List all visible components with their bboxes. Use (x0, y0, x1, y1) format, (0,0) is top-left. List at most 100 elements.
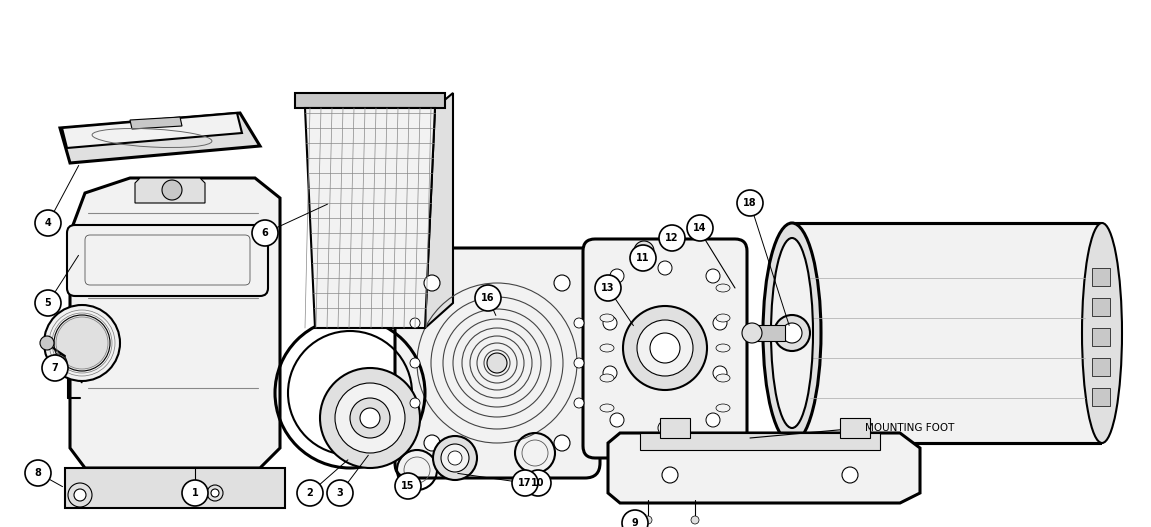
Ellipse shape (763, 223, 821, 443)
Text: 11: 11 (637, 253, 650, 263)
Circle shape (737, 190, 763, 216)
Circle shape (54, 315, 110, 371)
Ellipse shape (600, 314, 613, 322)
Circle shape (639, 246, 649, 256)
Text: 12: 12 (665, 233, 679, 243)
Circle shape (44, 305, 120, 381)
Circle shape (782, 323, 802, 343)
Text: 14: 14 (693, 223, 707, 233)
Circle shape (706, 269, 721, 283)
Circle shape (712, 316, 727, 330)
Circle shape (512, 470, 538, 496)
Ellipse shape (600, 404, 613, 412)
Text: 17: 17 (518, 478, 532, 488)
Circle shape (658, 261, 672, 275)
Circle shape (35, 290, 61, 316)
Circle shape (622, 510, 648, 527)
Circle shape (742, 323, 762, 343)
FancyBboxPatch shape (584, 239, 747, 458)
Circle shape (554, 435, 570, 451)
Circle shape (211, 489, 219, 497)
Circle shape (694, 226, 708, 240)
Circle shape (335, 383, 405, 453)
Circle shape (185, 483, 205, 503)
Ellipse shape (716, 314, 730, 322)
Ellipse shape (716, 404, 730, 412)
Circle shape (40, 336, 54, 350)
Circle shape (74, 489, 86, 501)
Bar (1092, 268, 1110, 286)
Circle shape (162, 180, 182, 200)
Polygon shape (130, 117, 182, 129)
Ellipse shape (716, 284, 730, 292)
Circle shape (634, 241, 654, 261)
Ellipse shape (716, 374, 730, 382)
Polygon shape (62, 113, 242, 148)
Ellipse shape (1082, 223, 1122, 443)
Ellipse shape (600, 344, 613, 352)
Circle shape (487, 353, 506, 373)
Circle shape (712, 366, 727, 380)
Text: 8: 8 (35, 468, 41, 478)
Circle shape (410, 358, 420, 368)
Circle shape (68, 483, 92, 507)
Circle shape (660, 225, 685, 251)
Bar (1092, 298, 1110, 316)
Circle shape (424, 275, 440, 291)
Text: 3: 3 (336, 488, 343, 498)
Circle shape (53, 358, 63, 368)
Circle shape (645, 516, 651, 524)
Circle shape (441, 444, 468, 472)
Circle shape (658, 421, 672, 435)
Circle shape (623, 306, 707, 390)
FancyBboxPatch shape (67, 225, 268, 296)
Circle shape (603, 316, 617, 330)
Polygon shape (295, 93, 445, 108)
Circle shape (610, 413, 624, 427)
Circle shape (35, 210, 61, 236)
Text: 4: 4 (45, 218, 52, 228)
Circle shape (595, 275, 622, 301)
Circle shape (554, 275, 570, 291)
Text: 9: 9 (632, 518, 639, 527)
Text: 10: 10 (532, 478, 544, 488)
Circle shape (182, 480, 208, 506)
Circle shape (252, 220, 279, 246)
FancyBboxPatch shape (395, 248, 600, 478)
Circle shape (691, 516, 699, 524)
Polygon shape (305, 108, 435, 328)
Circle shape (603, 366, 617, 380)
Circle shape (670, 236, 678, 244)
Circle shape (49, 354, 67, 372)
Circle shape (448, 451, 462, 465)
Circle shape (574, 318, 584, 328)
Circle shape (687, 215, 712, 241)
Polygon shape (790, 223, 1100, 443)
Polygon shape (425, 93, 453, 328)
Circle shape (360, 408, 380, 428)
Circle shape (41, 355, 68, 381)
Circle shape (433, 436, 477, 480)
Circle shape (475, 285, 501, 311)
Text: 1: 1 (191, 488, 198, 498)
Circle shape (630, 245, 656, 271)
Circle shape (297, 480, 323, 506)
Circle shape (843, 467, 857, 483)
Polygon shape (135, 178, 205, 203)
Circle shape (637, 320, 693, 376)
Ellipse shape (600, 374, 613, 382)
Circle shape (525, 470, 551, 496)
Bar (1092, 358, 1110, 376)
Circle shape (706, 413, 721, 427)
Circle shape (410, 318, 420, 328)
Polygon shape (608, 433, 920, 503)
Circle shape (665, 231, 683, 249)
Polygon shape (60, 113, 260, 163)
Bar (1092, 388, 1110, 406)
Text: 5: 5 (45, 298, 52, 308)
Circle shape (662, 467, 678, 483)
Polygon shape (752, 325, 785, 341)
Circle shape (773, 315, 810, 351)
Polygon shape (840, 418, 870, 438)
Text: 2: 2 (306, 488, 313, 498)
